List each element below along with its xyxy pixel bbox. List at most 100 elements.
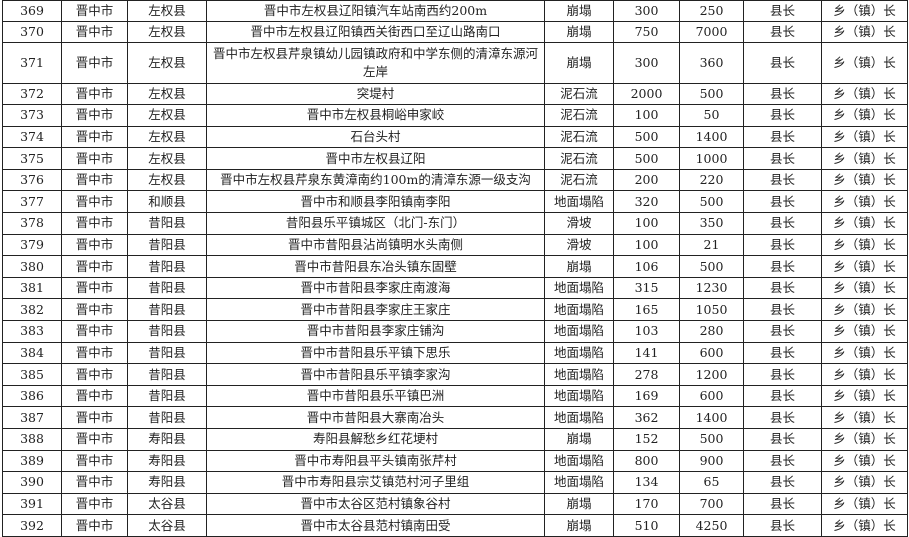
cell-type: 地面塌陷: [544, 298, 614, 322]
cell-location: 晋中市昔阳县李家庄南渡海: [206, 276, 545, 300]
cell-threatened-people: 278: [613, 363, 680, 386]
cell-city: 晋中市: [61, 320, 128, 343]
cell-no: 387: [2, 406, 62, 429]
cell-threatened-people: 315: [613, 276, 680, 300]
cell-location: 突堤村: [206, 82, 545, 106]
cell-property: 700: [679, 492, 744, 516]
cell-town-head: 乡（镇）长: [821, 212, 908, 235]
cell-county: 左权县: [127, 41, 207, 84]
cell-county-head: 县长: [743, 341, 822, 365]
cell-town-head: 乡（镇）长: [821, 20, 908, 43]
cell-threatened-people: 362: [613, 406, 680, 429]
cell-type: 泥石流: [544, 125, 614, 149]
cell-city: 晋中市: [61, 492, 128, 516]
cell-no: 381: [2, 276, 62, 300]
cell-county-head: 县长: [743, 41, 822, 84]
cell-county-head: 县长: [743, 0, 822, 22]
cell-town-head: 乡（镇）长: [821, 104, 908, 127]
cell-no: 371: [2, 41, 62, 84]
cell-type: 地面塌陷: [544, 276, 614, 300]
cell-city: 晋中市: [61, 384, 128, 408]
cell-city: 晋中市: [61, 406, 128, 429]
cell-city: 晋中市: [61, 0, 128, 22]
table-row: 389 晋中市 寿阳县 晋中市寿阳县平头镇南张芹村 地面塌陷 800 900 县长 乡（镇）长: [2, 449, 908, 473]
cell-city: 晋中市: [61, 449, 128, 473]
cell-city: 晋中市: [61, 298, 128, 322]
table-row: 384 晋中市 昔阳县 晋中市昔阳县乐平镇下思乐 地面塌陷 141 600 县长 乡（镇）长: [2, 341, 908, 365]
cell-threatened-people: 500: [613, 147, 680, 170]
cell-type: 泥石流: [544, 82, 614, 106]
cell-property: 900: [679, 449, 744, 473]
cell-county-head: 县长: [743, 449, 822, 473]
cell-county: 昔阳县: [127, 384, 207, 408]
cell-property: 500: [679, 255, 744, 278]
cell-type: 崩塌: [544, 514, 614, 537]
cell-town-head: 乡（镇）长: [821, 190, 908, 214]
cell-county-head: 县长: [743, 384, 822, 408]
cell-property: 600: [679, 341, 744, 365]
cell-no: 370: [2, 20, 62, 43]
cell-location: 晋中市和顺县李阳镇南李阳: [206, 190, 545, 214]
cell-threatened-people: 100: [613, 212, 680, 235]
cell-no: 380: [2, 255, 62, 278]
table-row: 379 晋中市 昔阳县 晋中市昔阳县沾尚镇明水头南侧 滑坡 100 21 县长 乡（镇）长: [2, 233, 908, 257]
cell-type: 地面塌陷: [544, 449, 614, 473]
cell-property: 350: [679, 212, 744, 235]
cell-type: 崩塌: [544, 428, 614, 451]
cell-location: 晋中市太谷县范村镇南田受: [206, 514, 545, 537]
table-row: 378 晋中市 昔阳县 昔阳县乐平镇城区（北门-东门） 滑坡 100 350 县长 乡（镇）长: [2, 212, 908, 235]
cell-location: 晋中市太谷区范村镇象谷村: [206, 492, 545, 516]
cell-town-head: 乡（镇）长: [821, 168, 908, 192]
cell-town-head: 乡（镇）长: [821, 363, 908, 386]
cell-location: 晋中市左权县辽阳: [206, 147, 545, 170]
cell-town-head: 乡（镇）长: [821, 428, 908, 451]
table-row: 380 晋中市 昔阳县 晋中市昔阳县东冶头镇东固壁 崩塌 106 500 县长 乡（镇）长: [2, 255, 908, 278]
cell-county: 左权县: [127, 168, 207, 192]
cell-property: 500: [679, 428, 744, 451]
cell-county-head: 县长: [743, 492, 822, 516]
cell-type: 崩塌: [544, 41, 614, 84]
cell-county-head: 县长: [743, 20, 822, 43]
cell-no: 392: [2, 514, 62, 537]
table-row: 387 晋中市 昔阳县 晋中市昔阳县大寨南冶头 地面塌陷 362 1400 县长 乡（镇）长: [2, 406, 908, 429]
cell-threatened-people: 100: [613, 104, 680, 127]
cell-county: 寿阳县: [127, 428, 207, 451]
cell-threatened-people: 170: [613, 492, 680, 516]
cell-no: 369: [2, 0, 62, 22]
cell-location: 晋中市左权县辽阳镇西关街西口至辽山路南口: [206, 20, 545, 43]
table-row: 370 晋中市 左权县 晋中市左权县辽阳镇西关街西口至辽山路南口 崩塌 750 7000 县长…: [2, 20, 908, 43]
cell-city: 晋中市: [61, 20, 128, 43]
cell-type: 滑坡: [544, 233, 614, 257]
cell-city: 晋中市: [61, 41, 128, 84]
table-row: 381 晋中市 昔阳县 晋中市昔阳县李家庄南渡海 地面塌陷 315 1230 县长 乡（镇）长: [2, 276, 908, 300]
cell-county: 和顺县: [127, 190, 207, 214]
cell-location: 晋中市昔阳县乐平镇李家沟: [206, 363, 545, 386]
cell-county: 昔阳县: [127, 212, 207, 235]
cell-city: 晋中市: [61, 212, 128, 235]
cell-county: 昔阳县: [127, 255, 207, 278]
cell-city: 晋中市: [61, 82, 128, 106]
cell-city: 晋中市: [61, 125, 128, 149]
cell-county: 寿阳县: [127, 449, 207, 473]
table-row: 383 晋中市 昔阳县 晋中市昔阳县李家庄铺沟 地面塌陷 103 280 县长 乡（镇）长: [2, 320, 908, 343]
table-row: 388 晋中市 寿阳县 寿阳县解愁乡红花埂村 崩塌 152 500 县长 乡（镇）长: [2, 428, 908, 451]
cell-threatened-people: 100: [613, 233, 680, 257]
cell-location: 晋中市昔阳县大寨南冶头: [206, 406, 545, 429]
cell-threatened-people: 200: [613, 168, 680, 192]
cell-property: 1000: [679, 147, 744, 170]
cell-county: 左权县: [127, 20, 207, 43]
cell-no: 385: [2, 363, 62, 386]
cell-city: 晋中市: [61, 428, 128, 451]
cell-threatened-people: 103: [613, 320, 680, 343]
cell-no: 383: [2, 320, 62, 343]
cell-no: 375: [2, 147, 62, 170]
cell-county: 昔阳县: [127, 341, 207, 365]
cell-location: 晋中市昔阳县李家庄王家庄: [206, 298, 545, 322]
cell-threatened-people: 320: [613, 190, 680, 214]
cell-county: 昔阳县: [127, 298, 207, 322]
cell-county-head: 县长: [743, 233, 822, 257]
cell-county: 太谷县: [127, 514, 207, 537]
cell-location: 晋中市左权县辽阳镇汽车站南西约200m: [206, 0, 545, 22]
cell-threatened-people: 750: [613, 20, 680, 43]
cell-town-head: 乡（镇）长: [821, 514, 908, 537]
